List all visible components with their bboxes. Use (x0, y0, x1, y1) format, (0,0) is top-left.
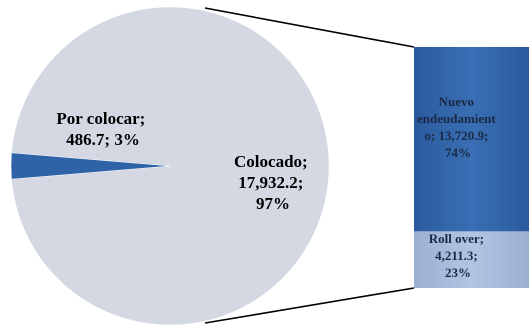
data-label-nuevo-line: o; 13,720.9; (424, 128, 488, 143)
data-label-por-colocar-line: Por colocar; (56, 109, 145, 128)
data-label-nuevo-endeudamiento: Nuevo endeudamient o; 13,720.9; 74% (417, 94, 499, 160)
data-label-nuevo-line: endeudamient (417, 111, 496, 126)
data-label-colocado-line: Colocado; (234, 152, 308, 171)
data-label-roll-over-line: 23% (445, 265, 471, 280)
data-label-roll-over-line: 4,211.3; (435, 248, 478, 263)
data-label-nuevo-line: 74% (445, 145, 471, 160)
data-label-nuevo-line: Nuevo (439, 94, 474, 109)
bar-segment-nuevo-endeudamiento (414, 47, 529, 232)
data-label-por-colocar-line: 486.7; 3% (66, 130, 140, 149)
pie-slice-por-colocar (10, 152, 171, 180)
data-label-por-colocar: Por colocar; 486.7; 3% (56, 109, 149, 149)
data-label-roll-over-line: Roll over; (429, 231, 484, 246)
pie-slice-colocado (11, 6, 330, 326)
data-label-colocado-line: 17,932.2; (238, 173, 303, 192)
data-label-colocado-line: 97% (256, 194, 290, 213)
data-label-roll-over: Roll over; 4,211.3; 23% (429, 231, 487, 280)
bar-segment-roll-over (414, 231, 529, 288)
connector-line-bottom (204, 287, 415, 324)
data-label-colocado: Colocado; 17,932.2; 97% (234, 152, 312, 213)
connector-line-top (204, 7, 415, 48)
